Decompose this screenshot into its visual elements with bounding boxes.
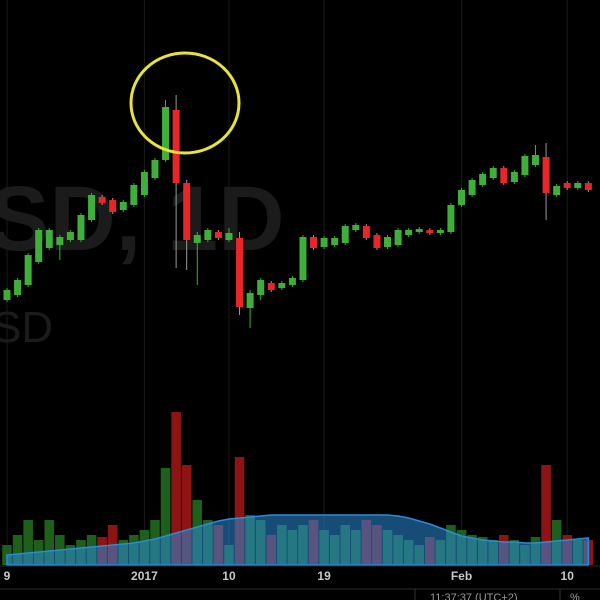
candle-body: [98, 197, 106, 203]
candles: [3, 95, 592, 328]
candle-body: [119, 202, 127, 210]
x-tick-label: 10: [561, 569, 575, 583]
candle-body: [394, 230, 402, 245]
candle-body: [45, 230, 53, 248]
volume-bar: [44, 520, 55, 565]
volume-pane: [2, 412, 594, 566]
candle-body: [426, 230, 434, 233]
candle-body: [214, 232, 222, 238]
candle-body: [532, 155, 539, 165]
candle-body: [341, 226, 349, 243]
candle-body: [447, 205, 455, 232]
candle-body: [479, 174, 487, 185]
candle-body: [183, 183, 191, 240]
volume-bar: [23, 520, 33, 565]
candle-body: [384, 237, 392, 247]
candle-body: [510, 172, 518, 182]
candle-body: [310, 237, 318, 248]
candle-body: [563, 183, 571, 188]
candle-body: [225, 233, 233, 240]
candle-body: [236, 238, 244, 307]
grid: [6, 0, 568, 566]
candle-body: [352, 225, 360, 230]
volume-bar: [12, 535, 23, 565]
candle-body: [257, 280, 265, 295]
candle-body: [299, 237, 307, 280]
candle-body: [331, 238, 339, 245]
candle-body: [193, 235, 201, 243]
candle-body: [140, 172, 148, 195]
candle-body: [405, 230, 413, 235]
candle-body: [553, 186, 561, 195]
percent-toggle[interactable]: %: [570, 592, 580, 600]
candle-body: [542, 157, 550, 193]
candle-body: [162, 107, 170, 160]
candle-body: [24, 255, 32, 285]
highlight-circle: [129, 51, 241, 155]
volume-bar: [181, 465, 192, 565]
candle-body: [130, 185, 138, 205]
candle-body: [88, 195, 96, 220]
candle-body: [458, 190, 466, 205]
candle-body: [267, 283, 275, 290]
candle-body: [320, 238, 328, 247]
x-tick-label: Feb: [451, 569, 472, 583]
candle-body: [500, 168, 508, 183]
candle-body: [362, 226, 370, 238]
clock: 11:37:37 (UTC+2): [430, 592, 518, 600]
candle-body: [3, 290, 11, 300]
candle-body: [574, 183, 582, 188]
volume-bar: [160, 468, 171, 565]
volume-bar: [171, 412, 181, 565]
candle-body: [151, 160, 159, 178]
candle-body: [489, 168, 497, 178]
x-tick-label: 19: [317, 569, 331, 583]
candle-body: [373, 235, 381, 248]
x-tick-label: 2017: [131, 569, 158, 583]
candle-body: [204, 230, 212, 240]
candle-body: [14, 280, 22, 295]
candle-body: [521, 156, 529, 175]
candle-body: [77, 215, 85, 240]
candle-body: [584, 183, 592, 190]
x-tick-label: 10: [222, 569, 236, 583]
candle-body: [288, 278, 296, 285]
x-axis: 9 2017 10 19 Feb 10: [4, 569, 575, 583]
watermark-sub: SD: [0, 303, 53, 352]
candle-body: [35, 230, 43, 262]
candle-body: [415, 229, 423, 232]
candle-body: [246, 293, 254, 308]
candle-body: [278, 283, 286, 288]
volume-ma-area: [6, 514, 590, 566]
x-tick-label: 9: [4, 569, 11, 583]
candle-body: [436, 230, 444, 233]
candle-body: [468, 180, 476, 195]
candle-body: [109, 200, 117, 212]
volume-bar: [541, 465, 551, 565]
candle-body: [66, 232, 74, 240]
volume-bar: [234, 457, 245, 565]
candle-body: [172, 110, 180, 183]
candle-body: [56, 237, 64, 245]
